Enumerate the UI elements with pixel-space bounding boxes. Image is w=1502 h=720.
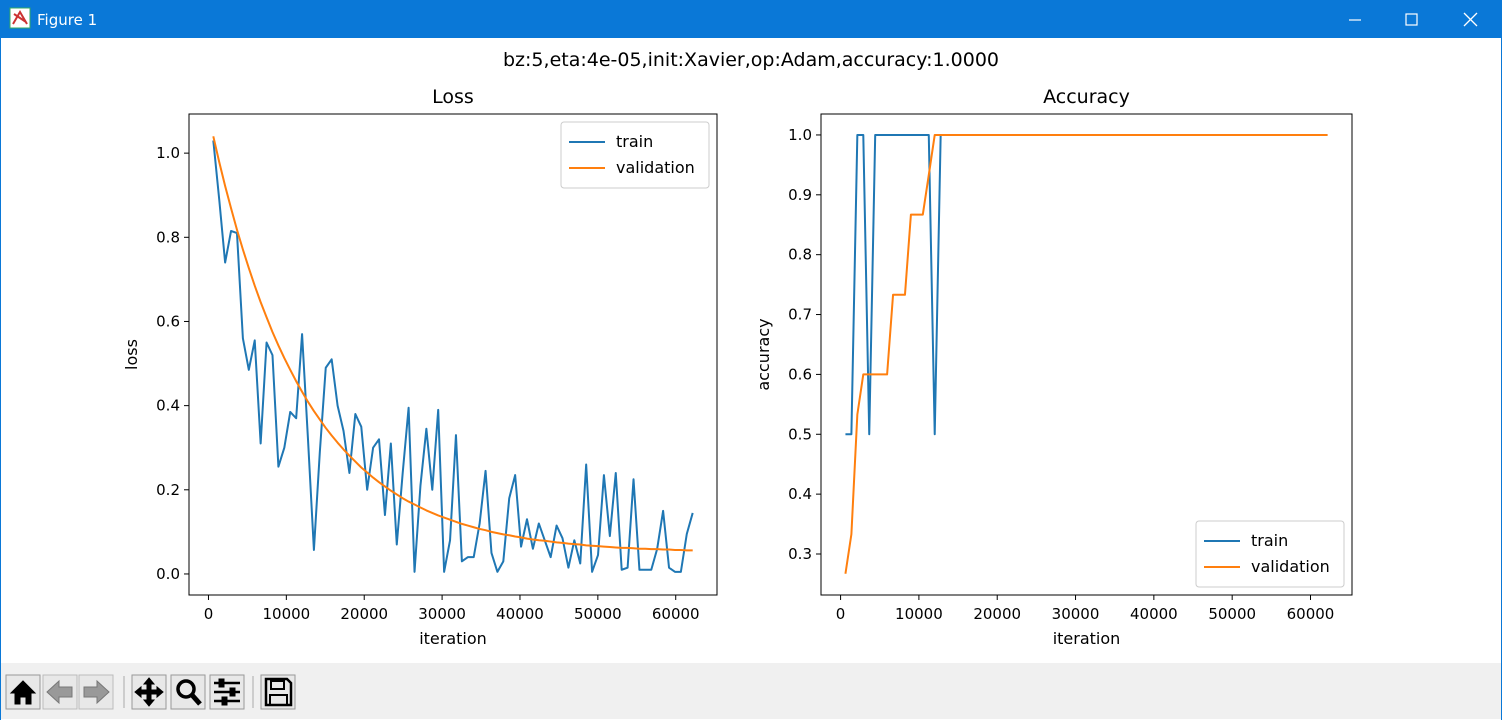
axes-title: Accuracy — [1043, 86, 1130, 108]
y-tick-label: 0.8 — [156, 228, 180, 246]
app-icon — [9, 7, 31, 29]
zoom-button[interactable] — [170, 674, 206, 710]
y-tick-label: 0.6 — [156, 312, 180, 330]
x-tick-label: 50000 — [574, 605, 622, 623]
y-tick-label: 0.7 — [788, 306, 812, 324]
y-tick-label: 0.3 — [788, 545, 812, 563]
x-tick-label: 20000 — [973, 605, 1021, 623]
maximize-button[interactable] — [1405, 13, 1418, 26]
x-tick-label: 40000 — [496, 605, 544, 623]
data-line — [844, 133, 1328, 574]
axes-frame — [188, 113, 718, 596]
x-axis-label: iteration — [419, 629, 487, 648]
legend-label: validation — [616, 158, 695, 177]
subplot: Accuracy 0 10000 20000 30000 40000 50000 60000 0… — [754, 86, 1353, 648]
x-tick-label: 10000 — [262, 605, 310, 623]
y-tick-label: 0.6 — [788, 365, 812, 383]
close-button[interactable] — [1463, 12, 1478, 27]
y-tick-label: 0.8 — [788, 246, 812, 264]
axes-title: Loss — [432, 86, 474, 108]
legend-label: train — [616, 132, 653, 151]
pan-button[interactable] — [131, 674, 167, 710]
y-tick-label: 0.5 — [788, 425, 812, 443]
figure-suptitle: bz:5,eta:4e-05,init:Xavier,op:Adam,accur… — [503, 49, 999, 71]
forward-button[interactable] — [78, 674, 114, 710]
plots: Loss 0 10000 20000 30000 40000 50000 60000 0.0 0.… — [122, 86, 1353, 648]
plot-area — [212, 136, 694, 573]
subplot: Loss 0 10000 20000 30000 40000 50000 60000 0.0 0.… — [122, 86, 718, 648]
toolbar — [1, 663, 1501, 719]
x-tick-label: 40000 — [1130, 605, 1178, 623]
x-tick-label: 20000 — [340, 605, 388, 623]
y-tick-label: 0.9 — [788, 186, 812, 204]
axes-frame — [820, 113, 1353, 596]
legend: train validation — [560, 121, 710, 189]
y-tick-label: 1.0 — [156, 144, 180, 162]
x-tick-label: 10000 — [895, 605, 943, 623]
data-line — [212, 140, 694, 573]
back-button[interactable] — [42, 674, 78, 710]
legend-label: validation — [1251, 557, 1330, 576]
y-tick-label: 0.0 — [156, 565, 180, 583]
data-line — [212, 136, 693, 552]
y-tick-label: 0.4 — [788, 485, 812, 503]
window-border — [0, 38, 1, 720]
legend-frame — [560, 121, 710, 189]
y-axis-label: loss — [122, 339, 141, 370]
home-button[interactable] — [5, 674, 41, 710]
y-axis-label: accuracy — [754, 318, 773, 390]
plot-area — [844, 133, 1328, 574]
y-tick-label: 0.4 — [156, 397, 180, 415]
x-tick-label: 60000 — [1287, 605, 1335, 623]
legend-label: train — [1251, 531, 1288, 550]
x-axis-label: iteration — [1053, 629, 1121, 648]
legend: train validation — [1195, 520, 1345, 588]
legend-frame — [1195, 520, 1345, 588]
title-bar — [0, 0, 1502, 38]
x-tick-label: 30000 — [1052, 605, 1100, 623]
configure-button[interactable] — [209, 674, 245, 710]
y-tick-label: 0.2 — [156, 481, 180, 499]
save-button[interactable] — [260, 674, 296, 710]
x-tick-label: 0 — [836, 605, 846, 623]
x-tick-label: 30000 — [418, 605, 466, 623]
x-tick-label: 0 — [204, 605, 214, 623]
window-title: Figure 1 — [37, 11, 97, 29]
toolbar-buttons — [5, 674, 296, 710]
x-tick-label: 50000 — [1208, 605, 1256, 623]
y-tick-label: 1.0 — [788, 126, 812, 144]
x-tick-label: 60000 — [652, 605, 700, 623]
